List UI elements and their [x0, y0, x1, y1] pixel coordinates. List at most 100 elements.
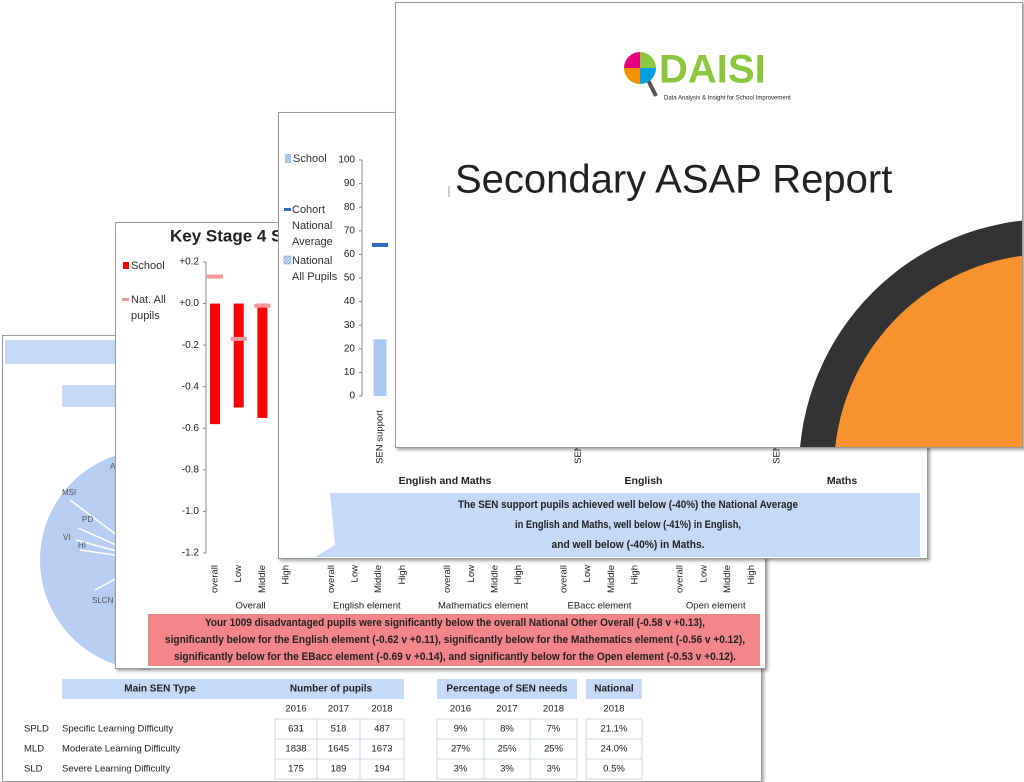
table-name: Specific Learning Difficulty	[62, 724, 173, 735]
ks4-canvas: Key Stage 4 S +0.2 +0.0 -0.2 -0.4 -0.6 -0.8 -1…	[122, 226, 760, 666]
table-year: 2017	[496, 704, 517, 715]
callout	[315, 493, 920, 557]
marker	[230, 336, 247, 341]
y-tick-label: 60	[344, 249, 356, 260]
table-cell	[529, 758, 578, 780]
report-title: Secondary ASAP Report	[455, 158, 892, 202]
table-value: 25%	[544, 744, 564, 755]
logo-icon	[624, 52, 640, 68]
x-tick-label: High	[397, 565, 408, 585]
table-value: 25%	[497, 744, 517, 755]
legend-swatch	[284, 208, 291, 211]
table-value: 3%	[547, 764, 561, 775]
group-label: English and Maths	[399, 475, 492, 487]
y-tick-label: 90	[344, 178, 356, 189]
legend-label: Nat. All pupils	[131, 294, 166, 322]
pie-label: PD	[82, 515, 93, 524]
table-value: 631	[288, 724, 304, 735]
x-tick-label: Low	[698, 565, 709, 583]
cover-page: DAISI Data Analysis & Insight for School…	[395, 2, 1023, 448]
pie-divider	[69, 499, 151, 591]
table-value: 1673	[371, 744, 392, 755]
table-header: Main SEN Type	[124, 684, 196, 695]
y-tick-label: 20	[344, 343, 356, 354]
x-tick-label: Middle	[257, 565, 268, 593]
table-value: 194	[374, 764, 390, 775]
pie-label: HI	[78, 541, 86, 550]
group-label: English element	[333, 601, 401, 612]
table-year: 2018	[371, 704, 392, 715]
y-tick-label: 40	[344, 296, 356, 307]
table-header-cell	[62, 679, 258, 699]
group-label: Maths	[827, 475, 857, 487]
table-cell	[359, 758, 405, 780]
callout-text: and well below (-40%) in Maths.	[552, 539, 705, 551]
bar	[233, 303, 244, 408]
y-tick-label: 80	[344, 202, 356, 213]
y-tick-label: -0.4	[182, 381, 200, 392]
logo-icon	[624, 68, 640, 84]
table-value: 487	[374, 724, 390, 735]
table-year: 2016	[285, 704, 306, 715]
table-value: 175	[288, 764, 304, 775]
table-value: 24.0%	[601, 744, 628, 755]
x-tick-label: Middle	[373, 565, 384, 593]
table-value: 0.5%	[603, 764, 625, 775]
table-name: Moderate Learning Difficulty	[62, 744, 180, 755]
x-tick-label: High	[513, 565, 524, 585]
x-tick-label: Middle	[722, 565, 733, 593]
bar	[257, 303, 268, 418]
table-header: National	[594, 684, 634, 695]
legend-swatch	[122, 298, 129, 301]
group-label: Open element	[686, 601, 746, 612]
y-tick-label: -0.2	[182, 340, 200, 351]
group-label: EBacc element	[567, 601, 631, 612]
table-value: 21.1%	[601, 724, 628, 735]
logo: DAISI	[659, 48, 766, 92]
y-tick-label: 70	[344, 225, 356, 236]
x-tick-label: Middle	[490, 565, 501, 593]
marker	[372, 242, 388, 247]
legend-label: Cohort National Average	[292, 204, 333, 248]
table-value: 9%	[454, 724, 468, 735]
logo-handle	[646, 79, 658, 97]
x-tick-label: overall	[442, 565, 453, 593]
table-cell	[585, 758, 643, 780]
table-year: 2018	[603, 704, 624, 715]
x-tick-label: Middle	[606, 565, 617, 593]
pie-label: SLCN	[92, 596, 114, 605]
y-tick-label: 100	[338, 155, 355, 166]
table-name: Severe Learning Difficulty	[62, 764, 170, 775]
x-tick-label: Low	[466, 565, 477, 583]
legend-label: School	[131, 260, 165, 272]
table-value: 8%	[500, 724, 514, 735]
x-tick-label: High	[746, 565, 757, 585]
table-header-cell	[258, 679, 404, 699]
x-tick-label: High	[281, 565, 292, 585]
table-value: 518	[331, 724, 347, 735]
table-code: MLD	[24, 744, 44, 755]
pie-label: MSI	[62, 488, 76, 497]
y-tick-label: 10	[344, 367, 356, 378]
table-value: 3%	[454, 764, 468, 775]
callout-text: significantly below for the English elem…	[165, 634, 745, 646]
logo-icon	[640, 52, 656, 68]
marker	[207, 274, 223, 279]
x-tick-label: overall	[675, 565, 686, 593]
legend-label: National All Pupils	[292, 255, 338, 283]
legend-swatch	[285, 154, 291, 163]
table-value: 27%	[451, 744, 471, 755]
bar	[210, 303, 220, 425]
x-tick-label: Low	[582, 565, 593, 583]
table-code: SLD	[24, 764, 43, 775]
x-tick-label: overall	[326, 565, 337, 593]
cover-canvas: DAISI Data Analysis & Insight for School…	[448, 48, 1022, 447]
table-code: SPLD	[24, 724, 49, 735]
group-label: Mathematics element	[438, 601, 529, 612]
logo-icon	[640, 68, 656, 84]
x-tick-label: overall	[558, 565, 569, 593]
legend-label: School	[293, 153, 327, 165]
y-tick-label: +0.2	[179, 257, 199, 268]
x-tick-label: overall	[210, 565, 221, 593]
